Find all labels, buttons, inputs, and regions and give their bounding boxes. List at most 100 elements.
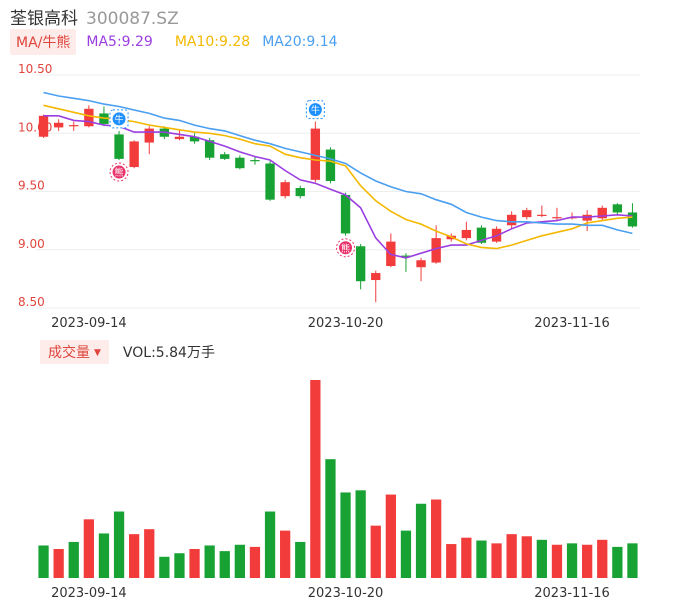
candle-body bbox=[235, 157, 245, 169]
volume-bar bbox=[83, 519, 94, 578]
candle-body bbox=[431, 238, 441, 263]
price-x-tick-label: 2023-09-14 bbox=[51, 316, 127, 331]
volume-bar bbox=[234, 544, 245, 578]
candle-body bbox=[416, 260, 426, 268]
candle-body bbox=[355, 246, 366, 282]
candle-body bbox=[476, 227, 487, 243]
volume-bar bbox=[536, 539, 547, 578]
bear-signal-badge: 熊 bbox=[109, 162, 129, 182]
candle-body bbox=[506, 214, 517, 226]
candle-body bbox=[461, 229, 472, 239]
candle-body bbox=[612, 204, 623, 213]
volume-bar bbox=[400, 530, 412, 578]
volume-bar bbox=[597, 539, 608, 578]
indicator-selector[interactable]: MA/牛熊 bbox=[10, 29, 77, 55]
candle-body bbox=[295, 188, 305, 197]
candle-body bbox=[371, 273, 381, 281]
volume-indicator-label: 成交量 bbox=[48, 345, 90, 361]
volume-x-tick-label: 2023-09-14 bbox=[51, 586, 127, 601]
volume-bar bbox=[521, 536, 532, 578]
candle-body bbox=[189, 136, 200, 142]
candle-body bbox=[204, 140, 215, 158]
bull-icon bbox=[308, 103, 322, 117]
price-x-tick-label: 2023-11-16 bbox=[534, 316, 610, 331]
ma-legend: MA/牛熊 MA5:9.29 MA10:9.28 MA20:9.14 bbox=[10, 29, 338, 55]
y-tick-label: 8.50 bbox=[18, 295, 45, 309]
candle-body bbox=[53, 122, 64, 128]
candle-body bbox=[627, 212, 638, 227]
volume-bar bbox=[461, 537, 472, 578]
volume-bar bbox=[144, 529, 155, 578]
stock-title: 荃银高科 300087.SZ bbox=[10, 4, 179, 29]
candle-body bbox=[265, 163, 275, 200]
candle-body bbox=[310, 128, 321, 180]
volume-bar bbox=[446, 544, 457, 578]
badge-label: 熊 bbox=[115, 167, 124, 179]
candle-body bbox=[69, 125, 79, 127]
volume-bar bbox=[98, 533, 110, 578]
volume-bar bbox=[68, 541, 79, 578]
candle-body bbox=[144, 128, 154, 143]
volume-bar bbox=[491, 543, 502, 578]
volume-bar bbox=[506, 534, 517, 578]
candle-body bbox=[38, 115, 49, 137]
candle-body bbox=[340, 194, 351, 234]
bull-icon bbox=[112, 112, 126, 126]
volume-bar bbox=[310, 380, 321, 578]
volume-bar bbox=[551, 544, 563, 578]
volume-bar bbox=[264, 511, 276, 578]
volume-value: VOL:5.84万手 bbox=[122, 345, 215, 361]
badge-label: 牛 bbox=[115, 113, 124, 125]
y-tick-label: 10.50 bbox=[18, 62, 52, 76]
bull-signal-badge: 牛 bbox=[109, 109, 129, 129]
candle-body bbox=[84, 108, 94, 127]
bear-signal-badge: 熊 bbox=[336, 238, 356, 258]
candle-body bbox=[129, 141, 139, 168]
volume-bar bbox=[174, 553, 185, 578]
volume-x-tick-label: 2023-11-16 bbox=[534, 586, 610, 601]
bear-icon bbox=[339, 241, 353, 255]
volume-bar bbox=[385, 494, 396, 578]
candle-body bbox=[114, 134, 124, 159]
volume-bar bbox=[189, 549, 200, 578]
candle-body bbox=[174, 136, 185, 140]
bear-icon bbox=[112, 165, 126, 179]
candle-body bbox=[220, 154, 230, 159]
volume-bar bbox=[627, 543, 638, 578]
volume-bar bbox=[431, 499, 442, 578]
candle-body bbox=[325, 149, 336, 182]
volume-bar bbox=[159, 556, 170, 578]
volume-bar bbox=[53, 549, 64, 578]
volume-bar bbox=[204, 545, 215, 578]
volume-bar bbox=[249, 546, 261, 578]
price-x-tick-label: 2023-10-20 bbox=[308, 316, 384, 331]
volume-bar bbox=[582, 544, 593, 578]
ma20-value: MA20:9.14 bbox=[262, 34, 338, 50]
volume-indicator-selector[interactable]: 成交量 ▼ bbox=[40, 340, 109, 364]
volume-bar bbox=[612, 546, 623, 578]
ma20-line bbox=[43, 91, 633, 235]
volume-bar bbox=[325, 459, 336, 578]
volume-x-tick-label: 2023-10-20 bbox=[308, 586, 384, 601]
stock-code: 300087.SZ bbox=[86, 9, 179, 29]
volume-bar bbox=[476, 540, 487, 578]
volume-bar bbox=[219, 551, 230, 578]
badge-label: 牛 bbox=[311, 104, 320, 116]
volume-bar bbox=[280, 530, 291, 578]
caret-down-icon: ▼ bbox=[94, 348, 101, 358]
stock-name: 荃银高科 bbox=[10, 9, 78, 29]
volume-bar bbox=[566, 543, 578, 578]
volume-bar bbox=[38, 545, 49, 578]
volume-bar bbox=[415, 503, 427, 578]
candle-body bbox=[537, 214, 547, 216]
volume-bar bbox=[355, 490, 366, 578]
ma10-value: MA10:9.28 bbox=[174, 34, 251, 50]
candle-body bbox=[250, 160, 260, 162]
volume-bar bbox=[129, 534, 140, 578]
ma5-line bbox=[43, 115, 633, 259]
volume-bar bbox=[295, 541, 306, 578]
y-tick-label: 9.50 bbox=[18, 179, 45, 193]
candle-body bbox=[280, 182, 290, 197]
volume-legend: 成交量 ▼ VOL:5.84万手 bbox=[40, 340, 215, 364]
